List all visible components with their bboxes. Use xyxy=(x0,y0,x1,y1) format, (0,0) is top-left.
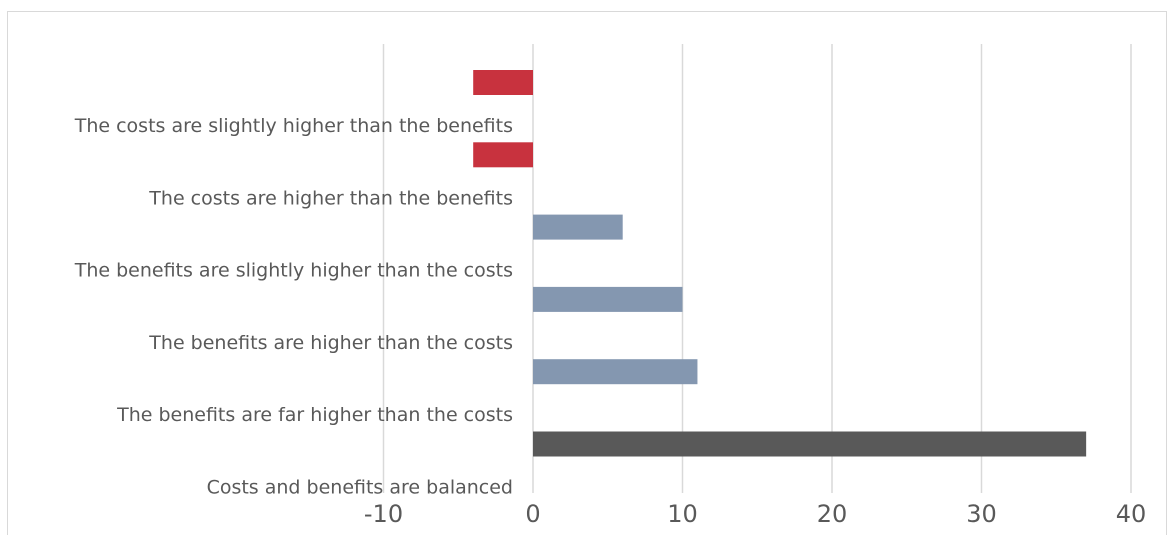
x-tick-label: 0 xyxy=(525,500,540,528)
category-label: The costs are slightly higher than the b… xyxy=(74,115,513,137)
bar xyxy=(533,286,683,312)
category-label: The costs are higher than the benefits xyxy=(148,187,513,209)
x-tick-label: -10 xyxy=(364,500,403,528)
bar xyxy=(533,431,1087,457)
category-label: The benefits are far higher than the cos… xyxy=(116,404,513,426)
category-label: Costs and benefits are balanced xyxy=(207,477,513,499)
x-tick-label: 10 xyxy=(667,500,698,528)
category-label: The benefits are higher than the costs xyxy=(148,332,513,354)
bar xyxy=(533,359,698,385)
bar xyxy=(473,70,533,95)
x-tick-label: 20 xyxy=(817,500,848,528)
gridlines xyxy=(382,44,1132,493)
x-tick-label: 40 xyxy=(1116,500,1147,528)
x-axis-tick-labels: -10 0 10 20 30 40 xyxy=(364,500,1146,528)
category-label: The benefits are slightly higher than th… xyxy=(74,260,513,282)
x-tick-label: 30 xyxy=(966,500,997,528)
bar xyxy=(533,214,623,240)
bar xyxy=(473,142,533,168)
bars xyxy=(473,70,1087,457)
category-labels: The costs are slightly higher than the b… xyxy=(74,115,513,499)
